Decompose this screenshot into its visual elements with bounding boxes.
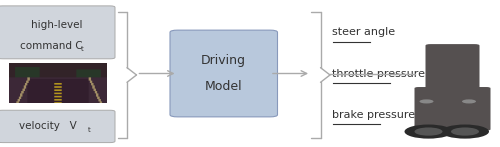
FancyBboxPatch shape [426,44,480,91]
Circle shape [404,125,452,139]
FancyBboxPatch shape [414,87,490,131]
Text: steer angle: steer angle [332,27,396,37]
Circle shape [420,99,434,103]
Circle shape [462,99,476,103]
FancyBboxPatch shape [0,6,115,59]
Circle shape [414,127,442,136]
Circle shape [441,125,489,139]
Text: t: t [88,127,90,133]
Text: brake pressure: brake pressure [332,110,415,120]
Text: Driving: Driving [201,54,246,67]
FancyBboxPatch shape [0,110,115,143]
Text: t: t [81,46,84,52]
Text: velocity   V: velocity V [19,121,76,131]
Text: throttle pressure: throttle pressure [332,69,426,78]
Text: command C: command C [20,41,82,51]
Text: Model: Model [205,80,242,93]
Text: high-level: high-level [30,20,82,30]
FancyBboxPatch shape [170,30,278,117]
Circle shape [451,127,479,136]
